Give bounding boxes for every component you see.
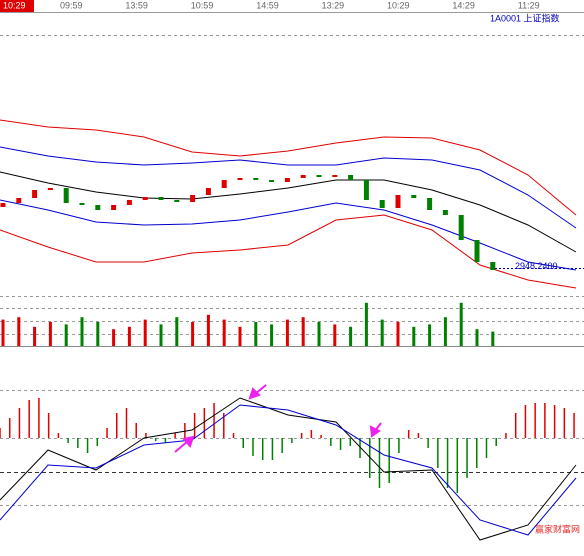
candle [95, 205, 101, 210]
candle [490, 262, 496, 270]
candle [253, 178, 259, 180]
volume-bar [254, 322, 258, 346]
volume-bar [175, 317, 179, 346]
volume-bar [206, 314, 210, 346]
candle [363, 180, 369, 200]
line [0, 119, 577, 216]
volume-bar [80, 317, 84, 346]
time-label: 13:59 [125, 0, 148, 10]
candle [379, 200, 385, 208]
volume-bar [428, 324, 432, 346]
arrow-head [369, 425, 381, 438]
volume-bar [285, 319, 289, 346]
line [0, 397, 577, 541]
volume-bar [301, 317, 305, 346]
arrow-head [182, 435, 195, 448]
volume-bar [396, 322, 400, 346]
candle [332, 175, 338, 177]
volume-bar [380, 319, 384, 346]
watermark: 赢家财富网 [535, 524, 580, 536]
volume-bar [64, 324, 68, 346]
price-label: 2948.2400 [515, 261, 558, 271]
candle [111, 205, 117, 210]
volume-bar [17, 317, 21, 346]
line [0, 404, 577, 536]
line [0, 199, 577, 271]
candle [205, 188, 211, 195]
volume-bar [412, 326, 416, 346]
volume-bar [349, 326, 353, 346]
volume-bar [96, 322, 100, 346]
marks: 09:59 13:59 10:59 14:59 13:29 10:29 14:29 11:29… [0, 0, 584, 541]
line [0, 171, 577, 253]
volume-bar [112, 329, 116, 346]
volume-bar [443, 317, 447, 346]
volume-bar [33, 326, 37, 346]
candle [126, 200, 132, 205]
time-label: 14:59 [256, 0, 279, 10]
candle [284, 178, 290, 182]
volume-bar [491, 331, 495, 346]
candle [47, 188, 53, 190]
volume-bar [127, 326, 131, 346]
time-box [0, 0, 34, 12]
candle [348, 175, 354, 180]
candle [458, 215, 464, 240]
volume-bar [459, 302, 463, 346]
volume-bar [143, 319, 147, 346]
arrow [174, 440, 189, 453]
arrow-head [248, 387, 261, 400]
volume-bar [475, 329, 479, 346]
arrows [174, 384, 382, 453]
candle [142, 197, 148, 200]
candle [174, 200, 180, 202]
candle [32, 190, 38, 198]
volume-bar [48, 322, 52, 346]
line [0, 146, 577, 229]
candle [300, 175, 306, 178]
time-label: 10:29 [387, 0, 410, 10]
time-label: 14:29 [452, 0, 475, 10]
candle [442, 210, 448, 215]
candle [411, 195, 417, 198]
candle [63, 188, 69, 203]
candle [395, 195, 401, 208]
time-label: 10:59 [191, 0, 214, 10]
volume-bar [1, 319, 5, 346]
volume-bar [159, 324, 163, 346]
candle [0, 203, 6, 207]
candle [427, 198, 433, 210]
symbol: 1A0001 上证指数 [490, 12, 560, 23]
candle [316, 175, 322, 177]
volume-bar [270, 324, 274, 346]
time-label: 09:59 [60, 0, 83, 10]
volume-bar [317, 322, 321, 346]
volume-bar [364, 302, 368, 346]
candle [269, 180, 275, 182]
current-time: 10:29 [3, 0, 26, 10]
candle [190, 195, 196, 202]
volume-bar [222, 319, 226, 346]
candle [221, 180, 227, 188]
volume-bar [191, 322, 195, 346]
time-label: 11:29 [518, 0, 540, 10]
candle [237, 178, 243, 180]
candle [79, 203, 85, 205]
candle [16, 198, 22, 203]
volume-bar [333, 324, 337, 346]
line [0, 214, 577, 289]
candle [474, 240, 480, 262]
candle [158, 197, 164, 200]
time-label: 13:29 [322, 0, 345, 10]
volume-bar [238, 326, 242, 346]
